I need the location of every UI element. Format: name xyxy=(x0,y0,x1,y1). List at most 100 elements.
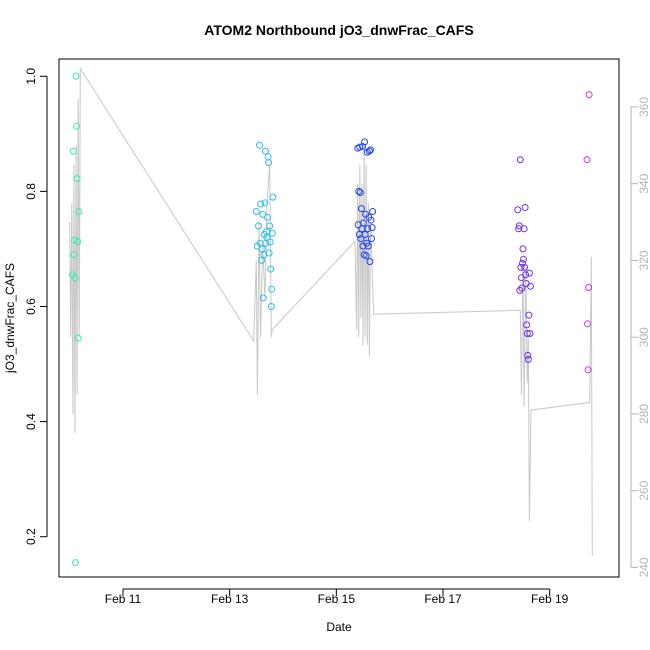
data-point xyxy=(525,269,533,277)
data-point xyxy=(583,156,591,164)
data-point xyxy=(518,284,526,292)
data-point xyxy=(255,222,262,230)
data-point xyxy=(266,238,274,246)
data-point xyxy=(266,222,274,230)
data-point xyxy=(523,321,531,329)
y-axis-label: jO3_dnwFrac_CAFS xyxy=(3,263,17,374)
y2-tick-label: 240 xyxy=(637,557,650,577)
data-point xyxy=(257,200,265,208)
data-point xyxy=(75,208,83,215)
y2-axis: 240 260 280 300 320 340 360 xyxy=(630,97,650,577)
data-point xyxy=(252,208,260,215)
secondary-trace-line xyxy=(69,66,593,556)
data-point xyxy=(522,271,530,279)
data-point xyxy=(364,225,372,233)
data-point xyxy=(73,175,81,183)
data-point xyxy=(519,245,527,253)
data-point xyxy=(585,91,593,99)
data-point xyxy=(268,285,276,293)
y2-tick-label: 320 xyxy=(637,250,650,270)
data-point xyxy=(356,143,364,151)
data-point xyxy=(74,334,82,342)
y-tick-label: 0.4 xyxy=(24,413,38,430)
data-point xyxy=(70,251,78,259)
data-point xyxy=(256,141,263,149)
data-point xyxy=(514,206,522,214)
y2-tick-label: 300 xyxy=(637,327,650,347)
data-point xyxy=(72,559,79,567)
data-point xyxy=(261,199,269,207)
data-point xyxy=(259,294,267,302)
data-point xyxy=(520,225,528,233)
y-tick-label: 1.0 xyxy=(24,68,38,85)
y-axis: 0.2 0.4 0.6 0.8 1.0 xyxy=(24,68,48,545)
data-point xyxy=(268,229,276,237)
data-point xyxy=(526,330,534,337)
data-point xyxy=(369,208,377,215)
data-point xyxy=(368,224,376,232)
data-point xyxy=(367,146,374,154)
data-point xyxy=(74,238,82,245)
data-point xyxy=(521,263,529,271)
y2-tick-label: 340 xyxy=(637,173,650,193)
data-point xyxy=(525,311,533,319)
data-point xyxy=(264,153,272,161)
x-axis: Feb 11 Feb 13 Feb 15 Feb 17 Feb 19 xyxy=(105,588,569,606)
y-tick-label: 0.6 xyxy=(24,298,38,315)
data-point xyxy=(263,233,271,241)
data-point xyxy=(73,122,81,130)
data-point xyxy=(71,274,79,282)
y2-tick-label: 360 xyxy=(637,97,650,117)
data-point xyxy=(267,303,275,310)
chart-title: ATOM2 Northbound jO3_dnwFrac_CAFS xyxy=(204,22,473,38)
data-point xyxy=(516,286,524,294)
data-point xyxy=(585,284,593,291)
data-point xyxy=(368,235,375,243)
data-point xyxy=(355,187,363,195)
x-tick-label: Feb 13 xyxy=(211,592,249,606)
data-point xyxy=(519,259,526,267)
data-point xyxy=(71,236,78,244)
data-point xyxy=(515,225,523,233)
data-point xyxy=(72,72,80,80)
y-tick-label: 0.2 xyxy=(24,528,38,545)
data-point xyxy=(364,242,372,250)
data-point xyxy=(584,366,592,374)
data-point xyxy=(520,255,527,263)
y-tick-label: 0.8 xyxy=(24,183,38,200)
data-point xyxy=(367,216,375,224)
data-point xyxy=(523,330,531,337)
data-point xyxy=(362,252,370,260)
scatter-points-layer xyxy=(68,72,593,567)
data-point xyxy=(365,147,373,155)
data-point xyxy=(361,231,369,238)
y2-tick-label: 260 xyxy=(637,480,650,500)
data-point xyxy=(524,355,532,363)
data-point xyxy=(265,249,273,257)
x-axis-label: Date xyxy=(326,620,352,634)
data-point xyxy=(524,351,532,359)
data-point xyxy=(269,193,277,201)
data-point xyxy=(264,213,271,221)
x-tick-label: Feb 19 xyxy=(531,592,569,606)
data-point xyxy=(69,147,77,155)
data-point xyxy=(265,159,273,167)
data-point xyxy=(527,282,534,290)
data-point xyxy=(357,235,365,243)
x-tick-label: Feb 11 xyxy=(105,592,142,606)
x-tick-label: Feb 17 xyxy=(424,592,462,606)
data-point xyxy=(584,320,591,328)
data-point xyxy=(361,138,369,146)
data-point xyxy=(516,156,524,164)
y2-tick-label: 280 xyxy=(637,404,650,424)
data-point xyxy=(366,258,374,266)
data-point xyxy=(356,189,364,196)
data-point xyxy=(261,147,269,155)
data-point xyxy=(357,205,365,213)
data-point xyxy=(267,265,275,273)
plot-frame xyxy=(58,58,620,578)
data-point xyxy=(360,219,367,227)
secondary-trace-layer xyxy=(69,66,593,556)
data-point xyxy=(521,204,529,211)
